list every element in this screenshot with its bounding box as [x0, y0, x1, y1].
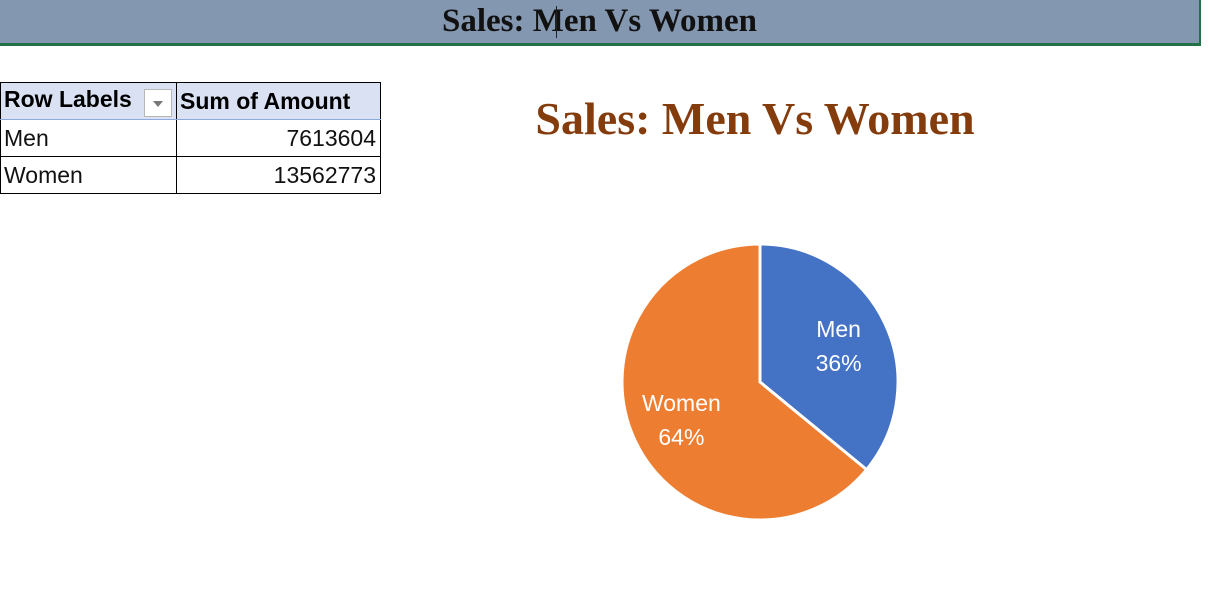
sheet-title-banner[interactable]: Sales: Men Vs Women — [0, 0, 1201, 46]
row-labels-header[interactable]: Row Labels — [0, 82, 177, 120]
pivot-header-row: Row Labels Sum of Amount — [0, 82, 381, 120]
pivot-row-women: Women 13562773 — [0, 156, 381, 194]
row-label-cell[interactable]: Men — [0, 119, 177, 157]
amount-cell[interactable]: 7613604 — [176, 119, 381, 157]
slice-percent-label[interactable]: 64% — [658, 424, 704, 450]
pie-labels: Men 36% Women 64% — [642, 316, 862, 450]
amount-cell[interactable]: 13562773 — [176, 156, 381, 194]
sum-of-amount-header[interactable]: Sum of Amount — [176, 82, 381, 120]
pivot-table[interactable]: Row Labels Sum of Amount Men 7613604 Wom… — [0, 82, 381, 194]
slice-category-label[interactable]: Women — [642, 390, 721, 416]
slice-percent-label[interactable]: 36% — [816, 350, 862, 376]
pivot-row-men: Men 7613604 — [0, 119, 381, 157]
row-labels-header-text: Row Labels — [4, 85, 132, 112]
pie-slice-men[interactable] — [758, 242, 900, 472]
row-label-cell[interactable]: Women — [0, 156, 177, 194]
slice-category-label[interactable]: Men — [816, 316, 861, 342]
sheet-title-text: Sales: Men Vs Women — [441, 3, 758, 39]
pie-slice-women[interactable] — [620, 242, 869, 522]
text-cursor — [556, 6, 557, 38]
filter-dropdown-icon[interactable] — [144, 88, 172, 117]
pie-slices — [620, 242, 900, 522]
chart-title[interactable]: Sales: Men Vs Women — [535, 93, 975, 144]
